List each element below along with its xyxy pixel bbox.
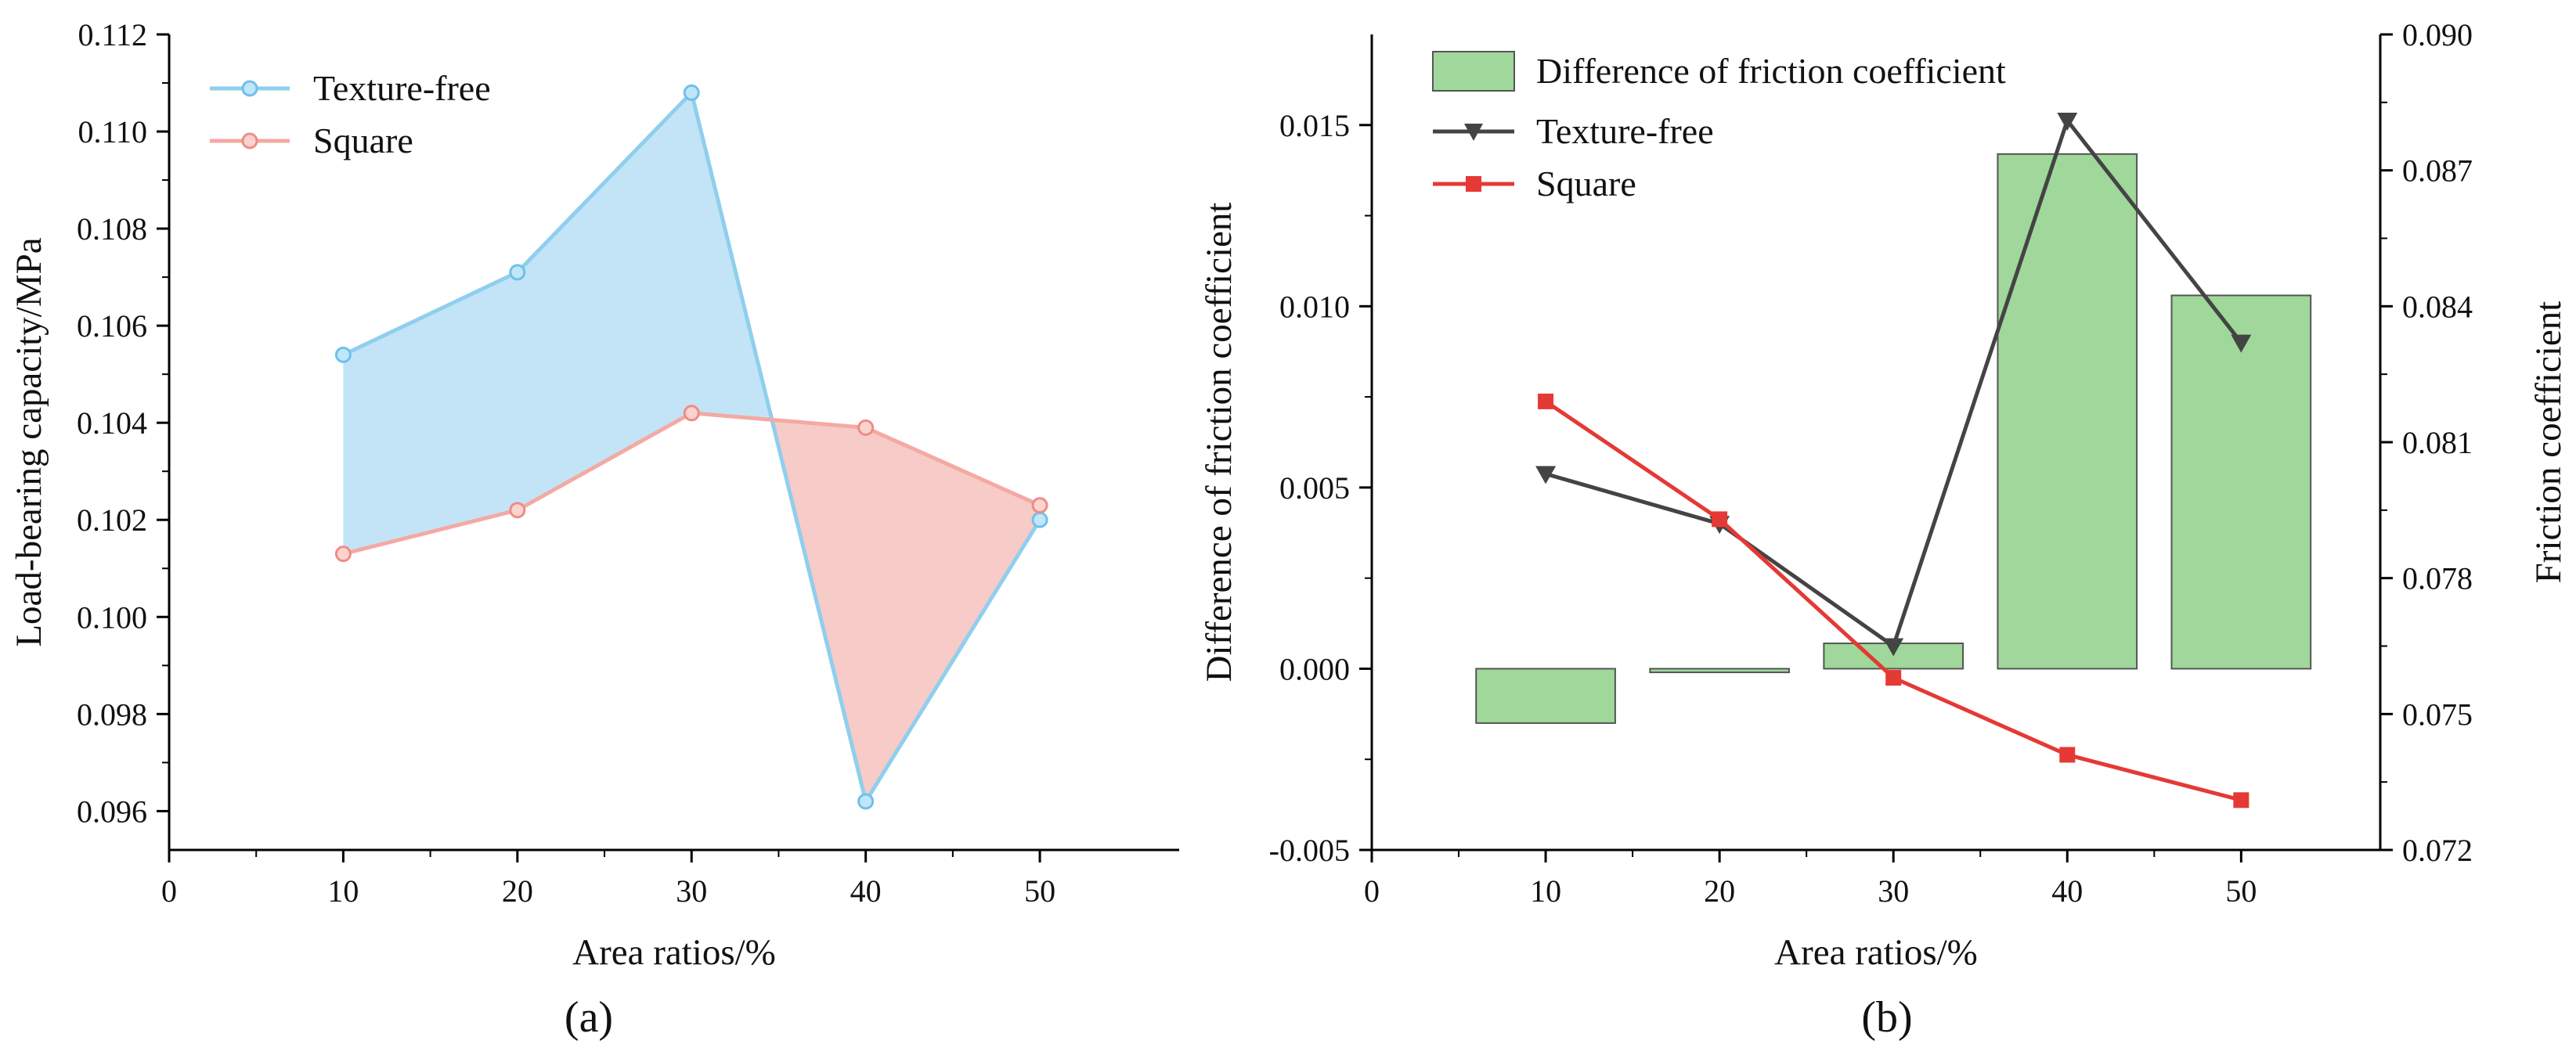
data-point-square-b [1885, 670, 1902, 686]
chart-a-legend: Texture-free Square [210, 68, 491, 160]
chart-a-x-tick-label: 0 [161, 873, 177, 909]
chart-b-right-y-tick-label: 0.075 [2402, 697, 2473, 732]
legend-marker-square [241, 132, 258, 149]
chart-b-right-y-tick-label: 0.072 [2402, 833, 2473, 868]
chart-a-x-tick-label: 40 [850, 873, 882, 909]
chart-a-y-axis-title: Load-bearing capacity/MPa [9, 237, 49, 646]
chart-b-left-y-tick-label: -0.005 [1269, 833, 1350, 868]
legend-label-square-b: Square [1536, 164, 1636, 203]
data-point-texture-free-b [1535, 466, 1557, 484]
data-point-square [334, 546, 352, 563]
data-point-square [683, 405, 700, 422]
data-point-square-b [2059, 747, 2076, 763]
chart-b-right-y-tick-label: 0.090 [2402, 17, 2473, 52]
chart-a-y-ticks: 0.096 0.098 0.100 0.102 0.104 0.106 0.108 0.110… [77, 17, 169, 829]
data-point-square [1031, 497, 1048, 514]
chart-b-lines [1535, 113, 2252, 808]
data-point-square [509, 502, 526, 519]
legend-marker-texture-free-b [1464, 124, 1483, 141]
chart-b-x-tick-label: 40 [2051, 873, 2083, 909]
data-point-texture-free [1031, 511, 1048, 528]
legend-swatch-difference [1432, 51, 1515, 92]
chart-a-plot-area [334, 84, 1048, 810]
chart-a-y-tick-label: 0.106 [77, 308, 147, 344]
chart-b-x-tick-label: 30 [1878, 873, 1909, 909]
chart-a-panel-label: (a) [565, 993, 613, 1042]
chart-a-x-ticks: 0 10 20 30 40 50 [161, 850, 1055, 909]
data-point-texture-free-b [2231, 334, 2252, 353]
data-point-texture-free [683, 84, 700, 101]
bar-difference [1649, 668, 1790, 674]
data-point-texture-free-b [1883, 638, 1904, 657]
legend-marker-square-b [1466, 176, 1481, 192]
chart-a-x-tick-label: 20 [502, 873, 533, 909]
chart-b-panel-label: (b) [1861, 993, 1912, 1042]
chart-a-x-axis-title: Area ratios/% [572, 932, 776, 973]
data-point-square-b [1712, 511, 1728, 528]
data-point-square [857, 419, 875, 436]
chart-a-y-tick-label: 0.108 [77, 211, 147, 247]
chart-b-x-axis-title: Area ratios/% [1774, 932, 1978, 973]
chart-b-left-y-tick-label: 0.010 [1279, 289, 1350, 324]
chart-b-left-y-axis-title: Difference of friction coefficient [1199, 203, 1239, 682]
chart-b-right-y-ticks: 0.072 0.075 0.078 0.081 0.084 0.087 0.090 [2380, 17, 2473, 868]
chart-a-y-tick-label: 0.096 [77, 794, 147, 829]
chart-b-x-tick-label: 0 [1364, 873, 1380, 909]
chart-a-y-tick-label: 0.100 [77, 600, 147, 635]
chart-b-right-y-tick-label: 0.081 [2402, 425, 2473, 460]
chart-a-y-tick-label: 0.102 [77, 502, 147, 538]
chart-b-x-ticks: 0 10 20 30 40 50 [1364, 850, 2257, 909]
chart-b-right-y-tick-label: 0.078 [2402, 561, 2473, 596]
chart-b: 0 10 20 30 40 50 -0.005 0.000 0.005 0.010 0.015 0… [1199, 17, 2569, 1042]
data-point-texture-free [509, 264, 526, 281]
bar-difference [2170, 294, 2312, 670]
chart-b-left-y-ticks: -0.005 0.000 0.005 0.010 0.015 [1269, 108, 1372, 868]
legend-label-square: Square [313, 121, 413, 160]
chart-b-bars [1475, 153, 2312, 724]
chart-a-x-tick-label: 10 [327, 873, 359, 909]
chart-a-y-tick-label: 0.110 [78, 114, 147, 149]
chart-b-x-tick-label: 20 [1704, 873, 1735, 909]
legend-label-texture-free-b: Texture-free [1536, 111, 1714, 151]
chart-b-x-tick-label: 50 [2225, 873, 2257, 909]
chart-a-y-tick-label: 0.112 [78, 17, 147, 52]
legend-label-texture-free: Texture-free [313, 68, 491, 108]
fill-region-texture-free-above [343, 92, 772, 554]
data-point-square-b [2233, 792, 2249, 808]
chart-b-legend: Difference of friction coefficient Textu… [1432, 51, 2006, 203]
chart-b-x-tick-label: 10 [1530, 873, 1561, 909]
legend-marker-texture-free [241, 80, 258, 97]
chart-b-right-y-axis-title: Friction coefficient [2528, 301, 2569, 584]
chart-b-left-y-tick-label: 0.000 [1279, 651, 1350, 686]
bar-difference [1997, 153, 2138, 670]
data-point-square-b [1538, 393, 1554, 409]
chart-b-left-y-tick-label: 0.005 [1279, 470, 1350, 506]
data-point-texture-free [334, 346, 352, 363]
chart-a-y-tick-label: 0.104 [77, 405, 147, 441]
bar-difference [1475, 668, 1616, 724]
chart-b-right-y-tick-label: 0.084 [2402, 289, 2473, 324]
data-point-texture-free [857, 793, 875, 810]
chart-a-x-tick-label: 50 [1024, 873, 1055, 909]
chart-a: 0 10 20 30 40 50 0.096 0.098 0.100 0.102 0.104 0.1… [9, 17, 1179, 1042]
chart-a-y-tick-label: 0.098 [77, 697, 147, 732]
chart-b-right-y-tick-label: 0.087 [2402, 153, 2473, 189]
data-point-texture-free-b [2057, 113, 2078, 131]
legend-label-difference: Difference of friction coefficient [1536, 51, 2006, 91]
chart-a-x-tick-label: 30 [676, 873, 707, 909]
fill-region-square-above [771, 419, 1041, 801]
chart-b-left-y-tick-label: 0.015 [1279, 108, 1350, 143]
